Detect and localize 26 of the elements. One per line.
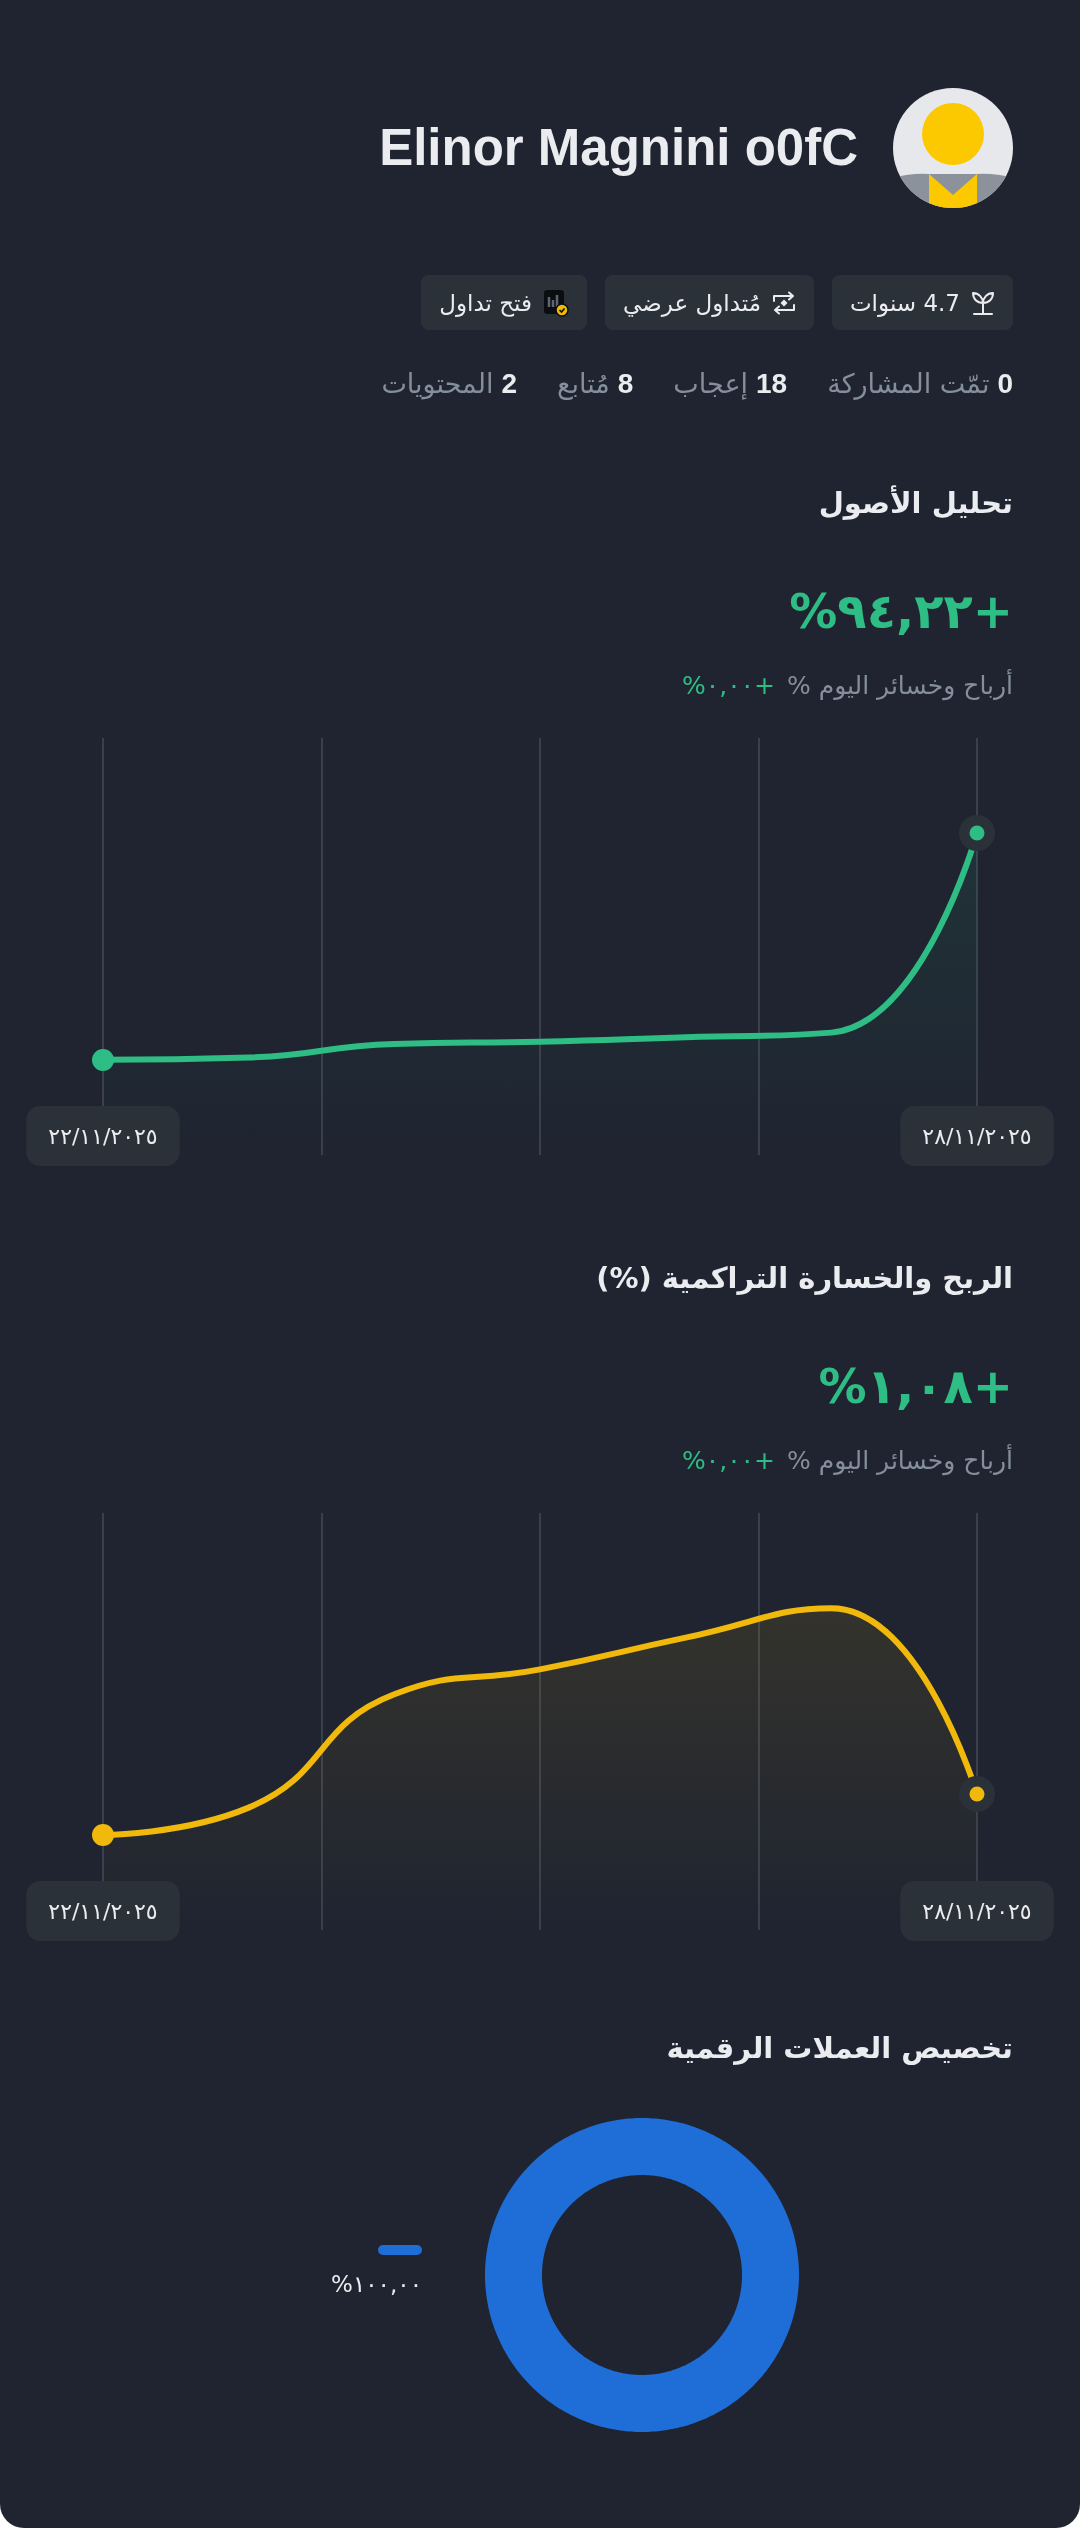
chart-title: الربح والخسارة التراكمية (%) <box>596 1261 1013 1295</box>
text: مُتابع <box>557 367 610 402</box>
text: Elinor Magnini o0fC <box>379 119 858 176</box>
chart-subtitle: +٩٤,٢٢% <box>789 583 1013 639</box>
x-tick-label: ٢٨/١١/٢٠٢٥ <box>922 1898 1032 1924</box>
text: 0 <box>997 367 1013 401</box>
data-label: ١٠٠,٠٠% <box>331 2270 422 2299</box>
text: أرباح وخسائر اليوم % <box>786 1444 1013 1478</box>
text: مُتداول عرضي <box>623 289 761 316</box>
text: +٠,٠٠% <box>682 1445 775 1477</box>
text: 2 <box>501 367 518 401</box>
text: +٠,٠٠% <box>682 670 775 702</box>
x-tick-label: ٢٢/١١/٢٠٢٥ <box>48 1898 158 1924</box>
text: 4.7 سنوات <box>849 289 960 316</box>
chart-title: تخصيص العملات الرقمية <box>666 2031 1013 2065</box>
text: المحتويات <box>381 367 494 402</box>
text: 18 <box>756 367 788 401</box>
text: إعجاب <box>673 367 749 402</box>
x-tick-label: ٢٢/١١/٢٠٢٥ <box>48 1123 158 1149</box>
text: تمّت المشاركة <box>827 367 990 402</box>
chart-title: تحليل الأصول <box>818 486 1013 520</box>
text: فتح تداول <box>439 289 532 316</box>
text: 8 <box>617 367 634 401</box>
text: أرباح وخسائر اليوم % <box>786 669 1013 703</box>
x-tick-label: ٢٨/١١/٢٠٢٥ <box>922 1123 1032 1149</box>
chart-subtitle: +١,٠٨% <box>818 1358 1013 1414</box>
